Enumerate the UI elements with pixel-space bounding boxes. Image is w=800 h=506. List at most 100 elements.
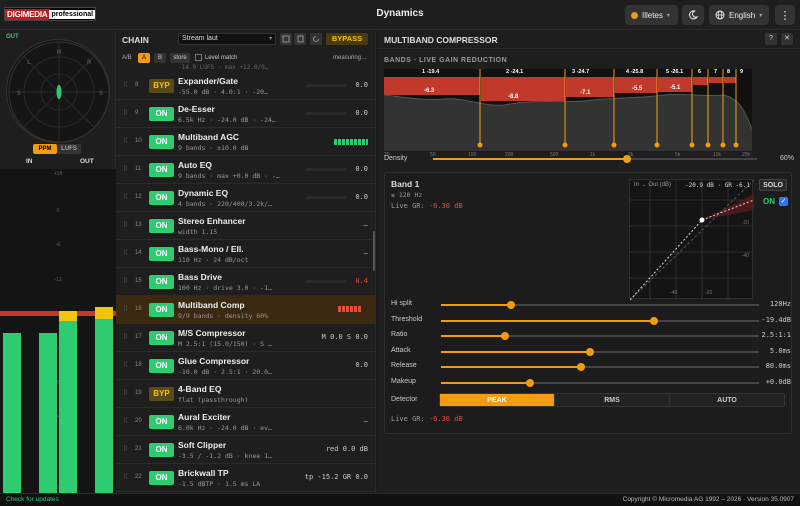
row-number: 10: [135, 138, 142, 144]
param-slider[interactable]: [441, 316, 759, 325]
drag-handle-icon[interactable]: ⠿: [123, 306, 129, 313]
lufs-toggle[interactable]: LUFS: [57, 144, 81, 154]
drag-handle-icon[interactable]: ⠿: [123, 138, 129, 145]
drag-handle-icon[interactable]: ⠿: [123, 166, 129, 173]
row-name: Expander/Gate: [178, 76, 238, 86]
param-slider-row: Attack 5.0ms: [391, 345, 791, 359]
ppm-toggle[interactable]: PPM: [33, 144, 57, 154]
param-knob[interactable]: [506, 301, 515, 309]
param-knob[interactable]: [526, 378, 535, 387]
chain-row[interactable]: ⠿ 16 ON Multiband Comp 9/9 bands · density 6…: [116, 296, 376, 324]
chain-row[interactable]: ⠿ 20 ON Aural Exciter 6.0k Hz · -24.0 dB · e…: [116, 408, 376, 436]
drag-handle-icon[interactable]: ⠿: [123, 278, 129, 285]
row-state-toggle[interactable]: BYP: [149, 79, 174, 93]
chain-row[interactable]: ⠿ 13 ON Stereo Enhancer width 1.15 –: [116, 212, 376, 240]
chain-row[interactable]: ⠿ 21 ON Soft Clipper -3.5 / -1.2 dB · knee 1…: [116, 436, 376, 464]
row-state-toggle[interactable]: ON: [149, 443, 174, 457]
row-state-toggle[interactable]: ON: [149, 191, 174, 205]
row-state-toggle[interactable]: ON: [149, 247, 174, 261]
chain-preset-select[interactable]: Stream laut ▾: [178, 33, 276, 45]
row-meter-value: 0.0: [355, 109, 368, 117]
density-knob[interactable]: [623, 155, 632, 163]
drag-handle-icon[interactable]: ⠿: [123, 390, 129, 397]
chain-row[interactable]: ⠿ 14 ON Bass-Mono / Ell. 110 Hz · 24 dB/oct –: [116, 240, 376, 268]
chain-row[interactable]: ⠿ 11 ON Auto EQ 9 bands · max +0.0 dB · -… 0.…: [116, 156, 376, 184]
detector-peak-option[interactable]: PEAK: [440, 394, 554, 406]
chain-row[interactable]: ⠿ 8 BYP Expander/Gate -55.0 dB · 4.0:1 · -20…: [116, 72, 376, 100]
chain-row[interactable]: ⠿ 19 BYP 4-Band EQ flat (passthrough): [116, 380, 376, 408]
param-slider[interactable]: [441, 347, 759, 356]
copy-preset-button[interactable]: [294, 33, 306, 45]
chain-row[interactable]: ⠿ 9 ON De-Esser 6.5k Hz · -24.0 dB · -24… 0.0: [116, 100, 376, 128]
chain-row[interactable]: ⠿ 10 ON Multiband AGC 9 bands · ±10.0 dB: [116, 128, 376, 156]
chain-row[interactable]: ⠿ 17 ON M/S Compressor M 2.5:1 (15.0/150) · …: [116, 324, 376, 352]
chain-row[interactable]: ⠿ 15 ON Bass Drive 100 Hz · drive 3.0 · -1… 0…: [116, 268, 376, 296]
row-state-toggle[interactable]: ON: [149, 275, 174, 289]
row-state-toggle[interactable]: ON: [149, 331, 174, 345]
solo-button[interactable]: SOLO: [759, 179, 787, 191]
drag-handle-icon[interactable]: ⠿: [123, 194, 129, 201]
row-state-toggle[interactable]: ON: [149, 107, 174, 121]
chain-row[interactable]: ⠿ 12 ON Dynamic EQ 4 bands · 220/400/3.2k/… 0…: [116, 184, 376, 212]
band-on-checkbox[interactable]: ✓: [779, 197, 788, 206]
drag-handle-icon[interactable]: ⠿: [123, 222, 129, 229]
reset-button[interactable]: [310, 33, 322, 45]
drag-handle-icon[interactable]: ⠿: [123, 334, 129, 341]
band-gr-value: -8.8: [508, 94, 519, 100]
param-knob[interactable]: [576, 363, 585, 371]
row-summary: -1.5 dBTP · 1.5 ms LA: [178, 480, 261, 488]
row-state-toggle[interactable]: ON: [149, 303, 174, 317]
level-match-checkbox[interactable]: [195, 54, 202, 61]
row-state-toggle[interactable]: ON: [149, 359, 174, 373]
detector-rms-option[interactable]: RMS: [554, 394, 669, 406]
close-button[interactable]: ✕: [781, 33, 793, 45]
chain-row[interactable]: ⠿ 22 ON Brickwall TP -1.5 dBTP · 1.5 ms LA tp…: [116, 464, 376, 492]
row-state-toggle[interactable]: ON: [149, 471, 174, 485]
param-slider[interactable]: [441, 378, 759, 387]
help-button[interactable]: ?: [765, 33, 777, 45]
out-meter-right: [95, 319, 113, 493]
row-state-toggle[interactable]: ON: [149, 163, 174, 177]
store-button[interactable]: store: [170, 53, 190, 63]
param-slider[interactable]: [441, 301, 759, 309]
param-knob[interactable]: [650, 316, 659, 325]
band-spectrum[interactable]: 1 -19.4 2 -24.1 3 -24.7 4 -25.8 5 -26.1 …: [383, 69, 753, 151]
row-meter-value: 0.0: [355, 81, 368, 89]
drag-handle-icon[interactable]: ⠿: [123, 82, 129, 89]
param-slider[interactable]: [441, 332, 759, 340]
param-knob[interactable]: [586, 347, 595, 356]
row-name: Bass Drive: [178, 272, 222, 282]
theme-toggle-button[interactable]: [682, 5, 704, 25]
preset-selector[interactable]: Illetes ▾: [625, 5, 678, 25]
row-number: 14: [135, 250, 142, 256]
param-slider[interactable]: [441, 363, 759, 371]
check-updates-link[interactable]: Check for updates: [6, 496, 59, 503]
band-on-label: ON: [763, 197, 775, 206]
row-state-toggle[interactable]: ON: [149, 219, 174, 233]
bypass-button[interactable]: BYPASS: [326, 33, 368, 45]
row-state-toggle[interactable]: ON: [149, 135, 174, 149]
row-state-toggle[interactable]: ON: [149, 415, 174, 429]
param-value: +0.0dB: [765, 377, 791, 386]
density-slider[interactable]: [433, 155, 757, 163]
transfer-curve[interactable]: In → Out (dB) -20.9 dB · GR -6.1 -20 -40…: [629, 179, 755, 301]
row-name: Bass-Mono / Ell.: [178, 244, 244, 254]
chain-scrollbar[interactable]: [373, 231, 375, 271]
chain-row[interactable]: ⠿ 18 ON Glue Compressor -10.0 dB · 2.5:1 · 2…: [116, 352, 376, 380]
slot-a-button[interactable]: A: [138, 53, 150, 63]
save-preset-button[interactable]: [280, 33, 292, 45]
drag-handle-icon[interactable]: ⠿: [123, 418, 129, 425]
drag-handle-icon[interactable]: ⠿: [123, 362, 129, 369]
more-menu-button[interactable]: ⋮: [775, 5, 795, 25]
detector-auto-option[interactable]: AUTO: [669, 394, 784, 406]
param-knob[interactable]: [500, 332, 509, 340]
drag-handle-icon[interactable]: ⠿: [123, 110, 129, 117]
gr-meter-track: [306, 168, 346, 171]
drag-handle-icon[interactable]: ⠿: [123, 250, 129, 257]
curve-stats: -20.9 dB · GR -6.1: [684, 182, 750, 189]
language-selector[interactable]: English ▾: [709, 5, 769, 25]
slot-b-button[interactable]: B: [154, 53, 166, 63]
drag-handle-icon[interactable]: ⠿: [123, 474, 129, 481]
drag-handle-icon[interactable]: ⠿: [123, 446, 129, 453]
row-state-toggle[interactable]: BYP: [149, 387, 174, 401]
